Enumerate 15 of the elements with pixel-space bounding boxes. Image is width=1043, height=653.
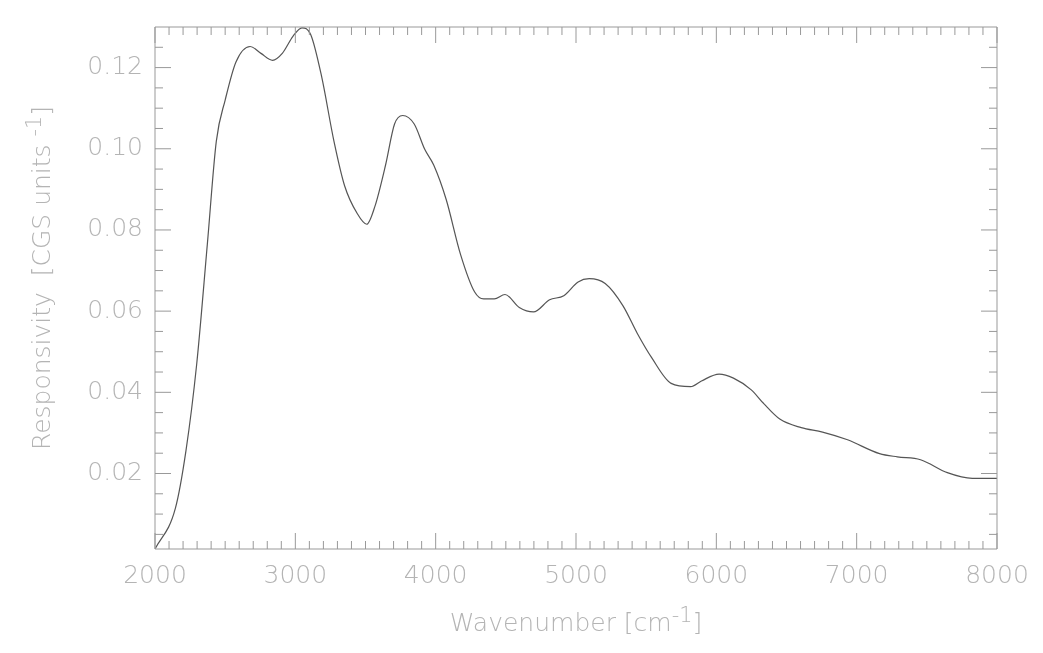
x-tick-label: 2000 [123, 559, 187, 589]
x-tick-label: 3000 [263, 559, 328, 589]
y-tick-label: 0.02 [87, 457, 143, 486]
x-tick-label: 5000 [544, 559, 608, 589]
x-tick-label: 6000 [684, 559, 749, 589]
x-axis-title: Wavenumber [cm$^{-1}$] [448, 603, 704, 638]
y-tick-label: 0.08 [87, 213, 143, 243]
y-tick-label: 0.10 [87, 132, 143, 162]
x-tick-label: 4000 [403, 559, 468, 589]
y-tick-label: 0.12 [87, 51, 143, 81]
x-tick-label: 7000 [824, 559, 889, 589]
line-series [155, 27, 997, 549]
x-tick-label: 8000 [965, 559, 1029, 589]
y-tick-label: 0.06 [87, 294, 143, 324]
y-tick-label: 0.04 [87, 375, 143, 405]
